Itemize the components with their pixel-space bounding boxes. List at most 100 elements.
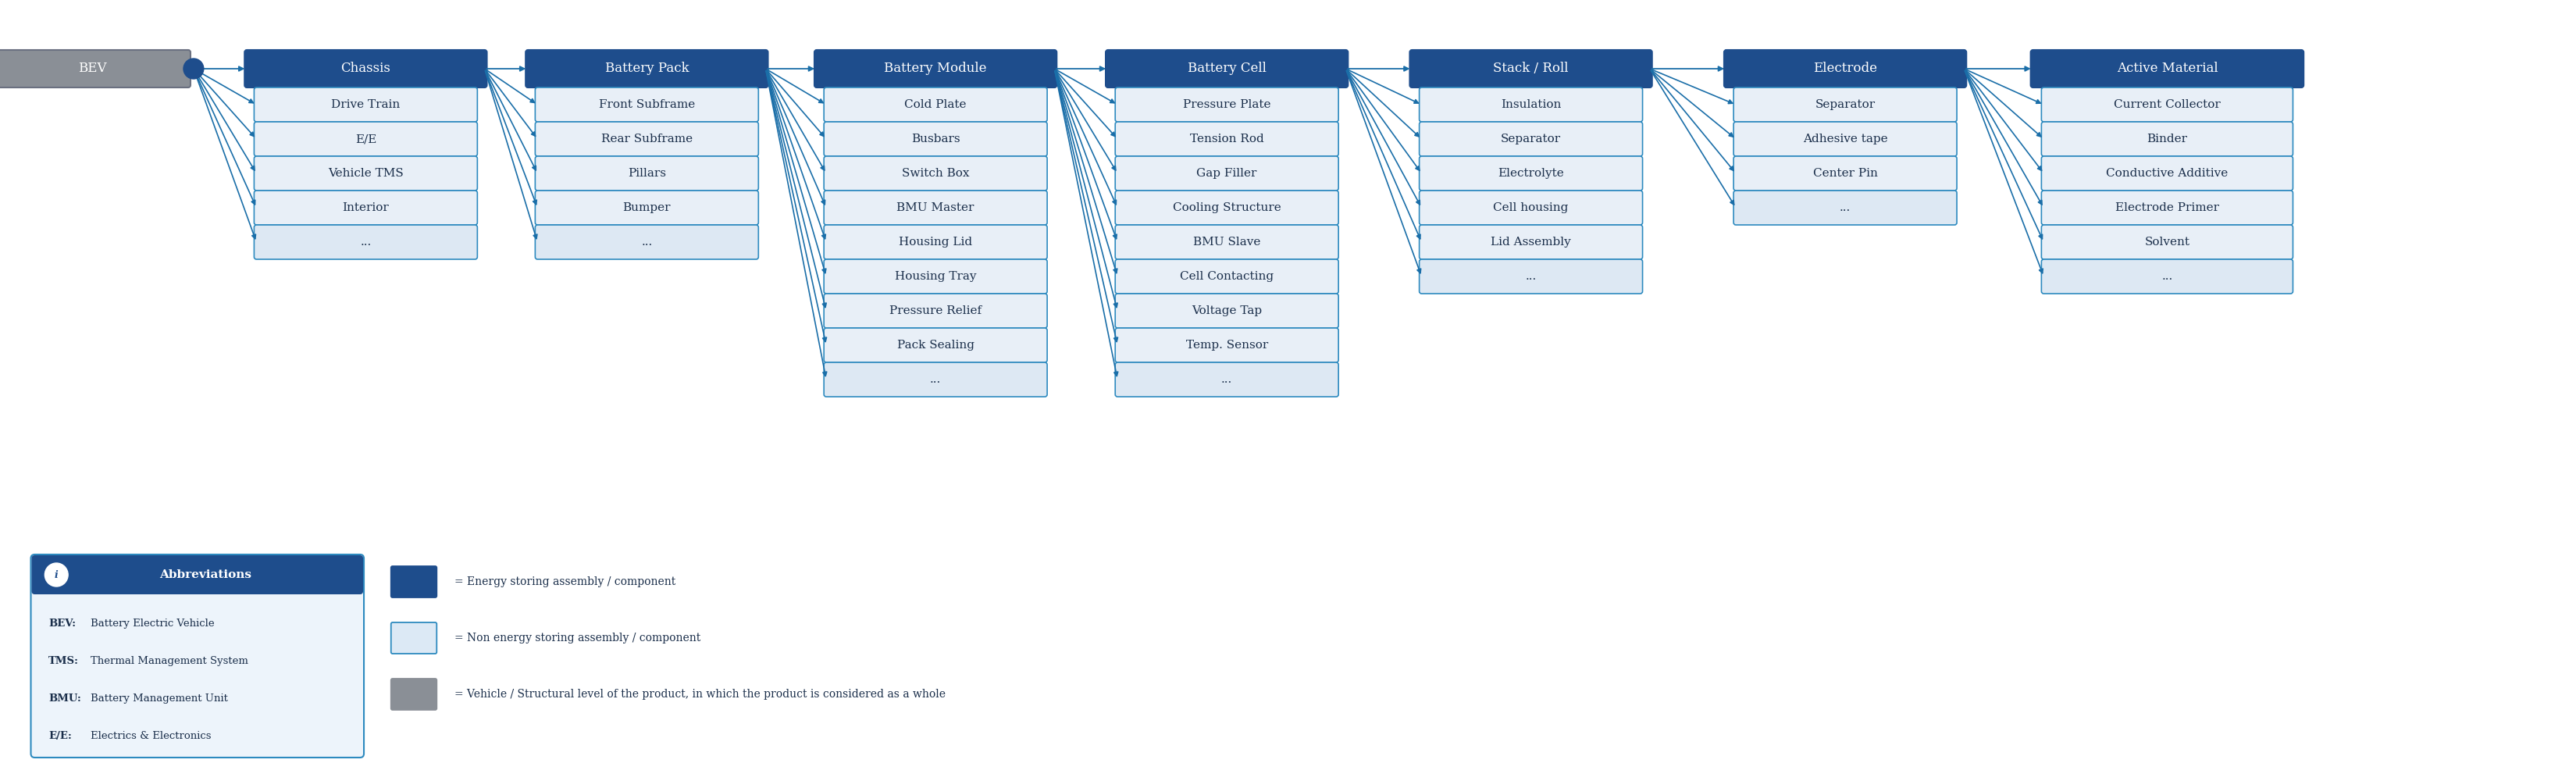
Text: Electrode Primer: Electrode Primer: [2115, 202, 2218, 213]
Text: Drive Train: Drive Train: [332, 99, 399, 110]
Text: BEV:: BEV:: [49, 619, 77, 629]
Text: BMU:: BMU:: [49, 694, 82, 703]
Text: Pressure Relief: Pressure Relief: [889, 305, 981, 317]
Text: Electrics & Electronics: Electrics & Electronics: [90, 731, 211, 741]
Text: Housing Tray: Housing Tray: [894, 271, 976, 282]
Text: Cell housing: Cell housing: [1494, 202, 1569, 213]
FancyBboxPatch shape: [1734, 156, 1958, 191]
FancyBboxPatch shape: [31, 555, 363, 594]
Text: Tension Rod: Tension Rod: [1190, 134, 1265, 144]
FancyBboxPatch shape: [1419, 122, 1643, 156]
Text: = Non energy storing assembly / component: = Non energy storing assembly / componen…: [453, 633, 701, 643]
Circle shape: [183, 59, 204, 79]
FancyBboxPatch shape: [255, 225, 477, 259]
FancyBboxPatch shape: [255, 191, 477, 225]
Text: Temp. Sensor: Temp. Sensor: [1185, 340, 1267, 351]
FancyBboxPatch shape: [0, 50, 191, 88]
Text: Cooling Structure: Cooling Structure: [1172, 202, 1280, 213]
FancyBboxPatch shape: [824, 328, 1048, 362]
Text: Stack / Roll: Stack / Roll: [1494, 62, 1569, 76]
FancyBboxPatch shape: [536, 191, 757, 225]
Text: Cell Contacting: Cell Contacting: [1180, 271, 1273, 282]
FancyBboxPatch shape: [1115, 259, 1340, 294]
Text: ...: ...: [1839, 202, 1850, 213]
Text: TMS:: TMS:: [49, 656, 80, 666]
FancyBboxPatch shape: [245, 50, 487, 88]
FancyBboxPatch shape: [1115, 225, 1340, 259]
Text: Battery Pack: Battery Pack: [605, 62, 688, 76]
Text: Separator: Separator: [1502, 134, 1561, 144]
Text: Pack Sealing: Pack Sealing: [896, 340, 974, 351]
FancyBboxPatch shape: [31, 555, 363, 758]
FancyBboxPatch shape: [824, 156, 1048, 191]
Text: Conductive Additive: Conductive Additive: [2107, 168, 2228, 179]
Text: Front Subframe: Front Subframe: [598, 99, 696, 110]
Text: Battery Electric Vehicle: Battery Electric Vehicle: [90, 619, 214, 629]
FancyBboxPatch shape: [824, 259, 1048, 294]
FancyBboxPatch shape: [526, 50, 768, 88]
Text: Housing Lid: Housing Lid: [899, 237, 971, 247]
FancyBboxPatch shape: [1115, 328, 1340, 362]
FancyBboxPatch shape: [1115, 362, 1340, 397]
Text: Voltage Tap: Voltage Tap: [1193, 305, 1262, 317]
FancyBboxPatch shape: [1419, 156, 1643, 191]
Text: E/E:: E/E:: [49, 731, 72, 741]
Text: Binder: Binder: [2146, 134, 2187, 144]
Text: Active Material: Active Material: [2117, 62, 2218, 76]
Text: ...: ...: [361, 237, 371, 247]
Text: BEV: BEV: [77, 62, 106, 76]
Text: Gap Filler: Gap Filler: [1198, 168, 1257, 179]
Text: ...: ...: [930, 374, 940, 385]
Text: Insulation: Insulation: [1502, 99, 1561, 110]
Text: = Energy storing assembly / component: = Energy storing assembly / component: [453, 576, 675, 588]
FancyBboxPatch shape: [1734, 191, 1958, 225]
Text: Adhesive tape: Adhesive tape: [1803, 134, 1888, 144]
FancyBboxPatch shape: [2040, 122, 2293, 156]
Text: Busbars: Busbars: [912, 134, 961, 144]
FancyBboxPatch shape: [392, 678, 438, 710]
Text: Thermal Management System: Thermal Management System: [90, 656, 247, 666]
Text: ...: ...: [2161, 271, 2172, 282]
Text: Chassis: Chassis: [340, 62, 392, 76]
FancyBboxPatch shape: [1409, 50, 1651, 88]
FancyBboxPatch shape: [1419, 225, 1643, 259]
FancyBboxPatch shape: [255, 88, 477, 122]
Text: E/E: E/E: [355, 134, 376, 144]
Text: Pressure Plate: Pressure Plate: [1182, 99, 1270, 110]
Text: ...: ...: [1525, 271, 1535, 282]
Text: ...: ...: [641, 237, 652, 247]
Text: Battery Management Unit: Battery Management Unit: [90, 694, 227, 703]
Text: Solvent: Solvent: [2146, 237, 2190, 247]
FancyBboxPatch shape: [1115, 156, 1340, 191]
FancyBboxPatch shape: [1115, 191, 1340, 225]
Text: BMU Master: BMU Master: [896, 202, 974, 213]
FancyBboxPatch shape: [1105, 50, 1347, 88]
FancyBboxPatch shape: [2040, 191, 2293, 225]
FancyBboxPatch shape: [536, 88, 757, 122]
Text: BMU Slave: BMU Slave: [1193, 237, 1260, 247]
FancyBboxPatch shape: [1734, 122, 1958, 156]
Text: ...: ...: [1221, 374, 1231, 385]
Text: Pillars: Pillars: [629, 168, 667, 179]
FancyBboxPatch shape: [824, 88, 1048, 122]
Text: Bumper: Bumper: [623, 202, 670, 213]
FancyBboxPatch shape: [536, 156, 757, 191]
FancyBboxPatch shape: [1419, 259, 1643, 294]
FancyBboxPatch shape: [814, 50, 1056, 88]
FancyBboxPatch shape: [1723, 50, 1965, 88]
FancyBboxPatch shape: [255, 156, 477, 191]
FancyBboxPatch shape: [2040, 259, 2293, 294]
FancyBboxPatch shape: [1115, 88, 1340, 122]
FancyBboxPatch shape: [1115, 294, 1340, 328]
Text: = Vehicle / Structural level of the product, in which the product is considered : = Vehicle / Structural level of the prod…: [453, 689, 945, 700]
FancyBboxPatch shape: [392, 623, 438, 654]
Text: Separator: Separator: [1816, 99, 1875, 110]
FancyBboxPatch shape: [392, 566, 438, 597]
Text: Rear Subframe: Rear Subframe: [600, 134, 693, 144]
FancyBboxPatch shape: [2040, 156, 2293, 191]
Text: Electrolyte: Electrolyte: [1497, 168, 1564, 179]
Text: Battery Cell: Battery Cell: [1188, 62, 1267, 76]
Text: Interior: Interior: [343, 202, 389, 213]
Text: Battery Module: Battery Module: [884, 62, 987, 76]
FancyBboxPatch shape: [824, 191, 1048, 225]
